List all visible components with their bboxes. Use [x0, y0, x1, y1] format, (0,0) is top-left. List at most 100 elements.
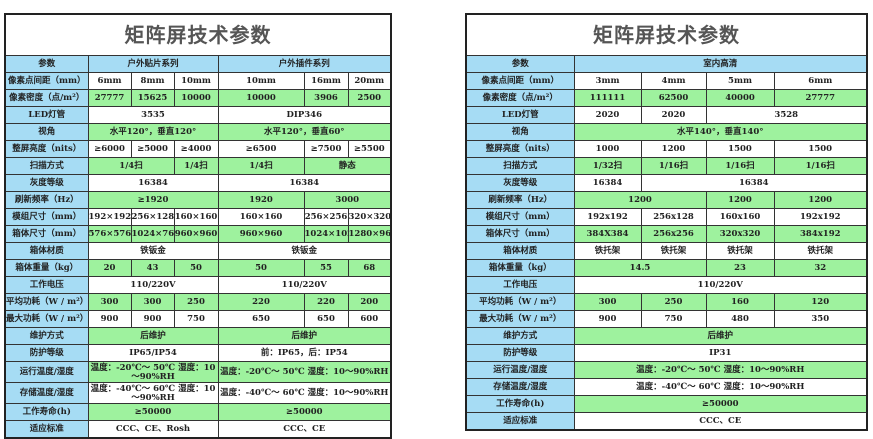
value-cell: 1200 [773, 191, 868, 209]
row-label: 适应标准 [465, 412, 575, 431]
value-cell: 1500 [705, 140, 775, 158]
value-cell: 27777 [773, 89, 868, 107]
value-cell: ≥5000 [130, 140, 175, 158]
table-row: 像素密度（点/m²） 111111 62500 40000 27777 [465, 89, 868, 107]
row-label: 工作寿命(h) [465, 395, 575, 413]
table-row: 像素密度（点/m²） 27777 15625 10000 10000 3906 2500 [4, 89, 392, 107]
value-cell: 水平120°，垂直120° [87, 123, 219, 141]
value-cell: 1/16扫 [640, 157, 707, 175]
row-label: 像素密度（点/m²） [4, 89, 89, 107]
row-label: 模组尺寸（mm） [465, 208, 575, 226]
value-cell: 16384 [640, 174, 868, 192]
row-label: 灰度等级 [465, 174, 575, 192]
value-cell: 10000 [173, 89, 219, 107]
value-cell: CCC、CE [573, 412, 868, 431]
value-cell: 3mm [573, 72, 642, 90]
table-row: 维护方式 后维护 [465, 327, 868, 345]
value-cell: ≥6500 [217, 140, 305, 158]
row-label: 存储温度/湿度 [465, 378, 575, 396]
row-label: 刷新频率（Hz） [465, 191, 575, 209]
value-cell: 铁托架 [573, 242, 642, 260]
row-label: 箱体尺寸（mm） [4, 225, 89, 243]
value-cell: 110/220V [573, 276, 868, 294]
table-row: 维护方式 后维护 后维护 [4, 327, 392, 345]
value-cell: 55 [303, 259, 349, 277]
row-label: 像素密度（点/m²） [465, 89, 575, 107]
series-header: 户外插件系列 [217, 55, 392, 73]
value-cell: 320×320 [347, 208, 392, 226]
row-label: 像素点间距（mm） [4, 72, 89, 90]
value-cell: 14.5 [573, 259, 707, 277]
table-row: 工作寿命(h) ≥50000 ≥50000 [4, 403, 392, 421]
value-cell: ≥4000 [173, 140, 219, 158]
table-row: 适应标准 CCC、CE [465, 412, 868, 431]
value-cell: 1024×1024 [303, 225, 349, 243]
value-cell: 1/16扫 [705, 157, 775, 175]
table-row: 刷新频率（Hz） 1200 1200 1200 [465, 191, 868, 209]
value-cell: CCC、CE、Rosh [87, 420, 219, 439]
value-cell: 6mm [87, 72, 132, 90]
value-cell: 2500 [347, 89, 392, 107]
value-cell: 温度：-40℃～ 60℃ 湿度：10～90%RH [217, 382, 392, 404]
table-row: 箱体材质 铁钣金 铁钣金 [4, 242, 392, 260]
table-row: 整屏亮度（nits） 1000 1200 1500 1500 [465, 140, 868, 158]
value-cell: 384X384 [573, 225, 642, 243]
row-label: 箱体材质 [465, 242, 575, 260]
value-cell: 50 [217, 259, 305, 277]
value-cell: 1200 [573, 191, 707, 209]
row-label: 整屏亮度（nits） [4, 140, 89, 158]
table-row: 存储温度/湿度 温度：-40℃～ 60℃ 湿度：10～90%RH 温度：-40℃～ … [4, 382, 392, 404]
row-label: 运行温度/湿度 [4, 361, 89, 383]
row-label: 箱体尺寸（mm） [465, 225, 575, 243]
row-label: 灰度等级 [4, 174, 89, 192]
row-label: 箱体材质 [4, 242, 89, 260]
value-cell: 480 [705, 310, 775, 328]
table-row: 箱体尺寸（mm）576×5761024×768960×960960×960102… [4, 225, 392, 243]
value-cell: 220 [217, 293, 305, 311]
value-cell: 1920 [217, 191, 305, 209]
value-cell: 1024×768 [130, 225, 175, 243]
table-title: 矩阵屏技术参数 [465, 13, 868, 56]
value-cell: 300 [130, 293, 175, 311]
row-label: 平均功耗（W / m²） [4, 293, 89, 311]
table-row: 工作电压 110/220V [465, 276, 868, 294]
value-cell: 1200 [640, 140, 707, 158]
value-cell: 铁钣金 [217, 242, 392, 260]
table-row: 像素点间距（mm） 6mm 8mm 10mm 10mm 16mm 20mm [4, 72, 392, 90]
row-label: 视角 [4, 123, 89, 141]
row-label: 视角 [465, 123, 575, 141]
value-cell: 3535 [87, 106, 219, 124]
table-row: 像素点间距（mm） 3mm 4mm 5mm 6mm [465, 72, 868, 90]
value-cell: 水平140°，垂直140° [573, 123, 868, 141]
value-cell: ≥50000 [217, 403, 392, 421]
row-label: 箱体重量（kg） [4, 259, 89, 277]
table-row: 视角 水平120°，垂直120° 水平120°，垂直60° [4, 123, 392, 141]
value-cell: 3528 [705, 106, 868, 124]
value-cell: 111111 [573, 89, 642, 107]
value-cell: 350 [773, 310, 868, 328]
value-cell: 320x320 [705, 225, 775, 243]
spec-table-indoor: 矩阵屏技术参数 参数 室内高清 像素点间距（mm） 3mm 4mm 5mm 6mm 像素密度（点… [465, 13, 869, 431]
value-cell: 300 [573, 293, 642, 311]
value-cell: 20 [87, 259, 132, 277]
row-label: 最大功耗（W / m²） [4, 310, 89, 328]
value-cell: 10mm [217, 72, 305, 90]
value-cell: 160×160 [217, 208, 305, 226]
value-cell: 650 [303, 310, 349, 328]
value-cell: 110/220V [87, 276, 219, 294]
value-cell: 192x192 [773, 208, 868, 226]
value-cell: ≥50000 [573, 395, 868, 413]
value-cell: 8mm [130, 72, 175, 90]
row-label: 扫描方式 [4, 157, 89, 175]
value-cell: 750 [640, 310, 707, 328]
header-row: 参数 室内高清 [465, 55, 868, 73]
value-cell: 256x128 [640, 208, 707, 226]
value-cell: 6mm [773, 72, 868, 90]
row-label: 工作电压 [465, 276, 575, 294]
row-label: 箱体重量（kg） [465, 259, 575, 277]
row-label: 工作电压 [4, 276, 89, 294]
table-row: 箱体重量（kg） 20 43 50 50 55 68 [4, 259, 392, 277]
value-cell: ≥50000 [87, 403, 219, 421]
value-cell: 1/16扫 [773, 157, 868, 175]
value-cell: 静态 [303, 157, 392, 175]
